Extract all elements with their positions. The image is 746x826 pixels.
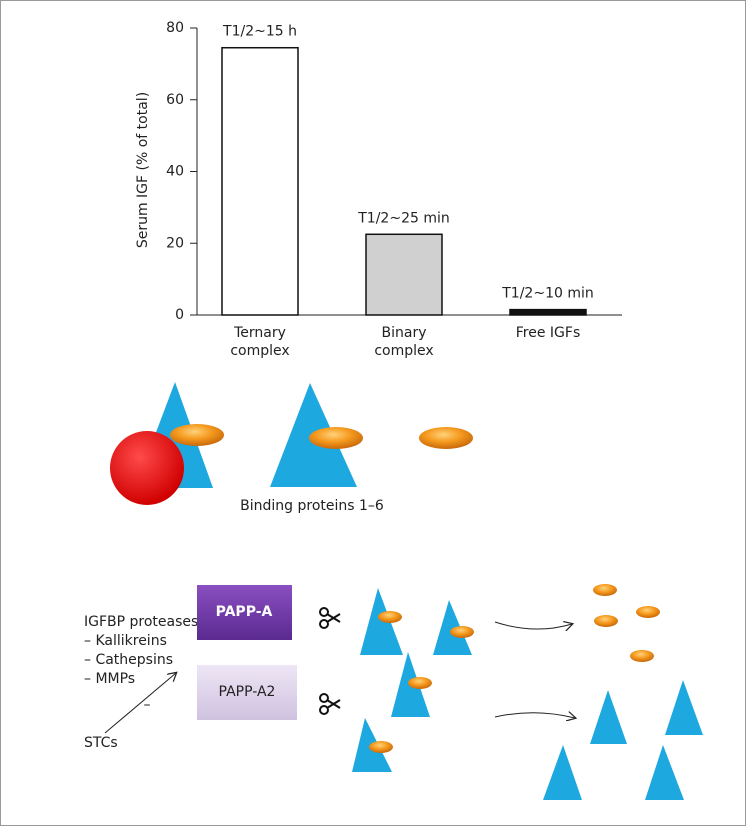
bar: [221, 46, 299, 316]
x-tick-label: Binary complex: [374, 325, 434, 359]
binding-label: Binding proteins 1–6: [240, 498, 384, 514]
arrow: [104, 673, 176, 734]
box-papp-a: [197, 585, 292, 640]
arrow: [494, 622, 572, 629]
scissors: [319, 607, 341, 715]
cleavage-shapes: [352, 584, 703, 800]
bar: [365, 233, 443, 316]
bar-annotation: T1/2~10 min: [501, 286, 593, 302]
inhibit-sign: –: [144, 697, 151, 713]
box-label: PAPP-A: [216, 604, 273, 620]
protease: – Cathepsins: [84, 652, 173, 668]
bar: [509, 308, 587, 316]
x-tick-label: Free IGFs: [515, 325, 581, 341]
box-label: PAPP-A2: [219, 684, 276, 700]
arrow: [494, 713, 575, 718]
complexes: [110, 382, 473, 505]
y-tick-label: 0: [175, 307, 184, 323]
bar-annotation: T1/2~25 min: [357, 210, 449, 226]
box-papp-a2: [197, 665, 297, 720]
x-tick-label: Ternary complex: [230, 325, 290, 359]
stcs-label: STCs: [84, 735, 118, 751]
protease: – MMPs: [84, 671, 135, 687]
bar-annotation: T1/2~15 h: [222, 24, 297, 40]
y-tick-label: 60: [166, 92, 184, 108]
y-tick-label: 80: [166, 20, 184, 36]
y-tick-label: 20: [166, 235, 184, 251]
protease: – Kallikreins: [84, 633, 167, 649]
proteases-title: IGFBP proteases:: [84, 614, 203, 630]
y-tick-label: 40: [166, 164, 184, 180]
y-axis-label: Serum IGF (% of total): [135, 92, 151, 248]
